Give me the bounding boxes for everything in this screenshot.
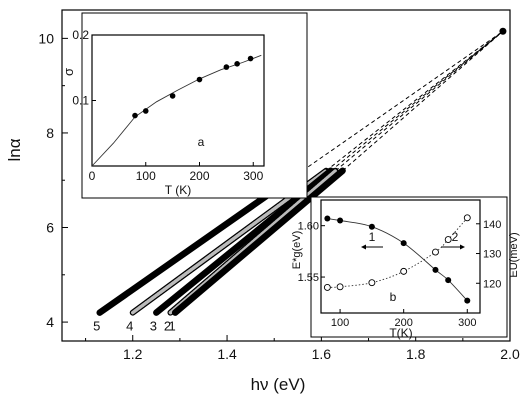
- inset-a: 0 100 200 300 0.1 0.2 a T (K) σ: [61, 12, 308, 199]
- main-series-1-label: 1: [169, 319, 176, 334]
- inset-b-series-2-label: 2: [452, 230, 459, 244]
- inset-a-point: [142, 108, 149, 114]
- inset-a-panel-label: a: [198, 135, 205, 149]
- inset-a-point: [223, 64, 230, 70]
- main-x-tick-label: 1.8: [406, 346, 426, 362]
- inset-a-x-ticks: 0 100 200 300: [89, 162, 264, 183]
- inset-a-point: [234, 61, 240, 67]
- inset-b-y2-axis-label: EU(meV): [508, 232, 520, 277]
- inset-b-series-1-point: [445, 277, 452, 284]
- inset-a-point: [169, 93, 176, 99]
- inset-a-y-tick-label: 0.2: [72, 28, 89, 42]
- inset-b-series-2-point: [432, 248, 439, 256]
- main-plot-frame: [61, 9, 511, 342]
- inset-a-y-tick-label: 0.1: [72, 94, 89, 108]
- main-x-tick-label: 1.6: [312, 346, 332, 362]
- inset-b-series-1-point: [368, 223, 375, 230]
- inset-b-x-ticks: 100 200 300: [331, 309, 476, 329]
- inset-a-x-tick-label: 0: [89, 169, 96, 183]
- main-x-axis-label: hν (eV): [251, 375, 306, 394]
- inset-b-series-1-point: [464, 297, 471, 304]
- inset-b-x-tick-label: 100: [331, 317, 349, 329]
- main-y-ticks: 4 6 8 10: [38, 30, 68, 330]
- inset-b-series-2-point: [463, 214, 471, 222]
- main-series-3-extrapolation: [330, 30, 504, 172]
- inset-a-box: [81, 12, 308, 199]
- main-x-tick-label: 1.2: [123, 346, 143, 362]
- inset-b-series-2-point: [444, 236, 452, 244]
- inset-b-x-axis-label: T(K): [389, 326, 412, 340]
- main-y-tick-label: 10: [38, 30, 54, 46]
- main-x-ticks: 1.2 1.4 1.6 1.8 2.0: [85, 335, 520, 362]
- inset-b-series-1-point: [324, 215, 331, 222]
- main-x-tick-label: 2.0: [500, 346, 520, 362]
- inset-a-points: [132, 55, 254, 119]
- main-series-5-extrapolation: [302, 30, 504, 172]
- main-y-tick-label: 4: [46, 314, 54, 330]
- inset-b-panel-label: b: [390, 290, 397, 304]
- inset-b-series-1-point: [432, 266, 439, 273]
- inset-b-y-axis-label: E*g(eV): [291, 231, 303, 270]
- main-series-3-label: 3: [150, 319, 157, 334]
- inset-a-x-tick-label: 200: [189, 169, 209, 183]
- main-series-2-line-fill: [168, 169, 338, 315]
- inset-b-series-2-point: [336, 283, 344, 291]
- inset-b-points: [323, 214, 471, 304]
- main-convergence-point: [499, 27, 507, 35]
- inset-b-y-tick-label: 1.55: [298, 272, 319, 284]
- inset-b-series-1-point: [400, 240, 407, 247]
- inset-b-y-tick-label: 1.60: [298, 221, 319, 233]
- inset-b-series-2-point: [400, 267, 408, 275]
- main-series-1-line: [171, 167, 346, 316]
- inset-b-x-tick-label: 200: [395, 317, 413, 329]
- main-series-2-label: 2: [164, 319, 171, 334]
- inset-b-x-tick-label: 300: [458, 317, 476, 329]
- inset-b-plot-frame: [320, 199, 481, 314]
- inset-b-series-1-point: [337, 217, 344, 224]
- main-series-labels: 5 4 3 21: [93, 319, 176, 334]
- main-series-2-extrapolation: [335, 30, 504, 172]
- inset-b-series-2-point: [368, 279, 376, 287]
- inset-b-box: [310, 196, 508, 338]
- main-y-tick-label: 6: [46, 220, 54, 236]
- inset-b-series-2-point: [323, 283, 331, 291]
- inset-b-arrow-right-head: [460, 244, 465, 250]
- main-y-tick-label: 8: [46, 125, 54, 141]
- inset-a-point: [196, 76, 203, 83]
- inset-b-y-ticks: 1.55 1.60: [298, 221, 325, 284]
- main-series-4-extrapolation: [325, 30, 504, 172]
- inset-b-y2-ticks: 120 130 140: [476, 219, 501, 290]
- main-series-1-extrapolation: [342, 30, 504, 172]
- inset-a-point: [132, 112, 138, 119]
- inset-b-arrow-left-head: [361, 244, 366, 250]
- main-series-5-label: 5: [93, 319, 100, 334]
- inset-b-y2-tick-label: 130: [483, 249, 501, 261]
- main-y-axis-label: lnα: [5, 138, 24, 161]
- main-x-tick-label: 1.4: [217, 346, 237, 362]
- inset-a-point: [247, 55, 254, 62]
- main-series-4-label: 4: [126, 319, 133, 334]
- inset-b-series-1-label: 1: [369, 230, 376, 244]
- inset-b-y2-tick-label: 140: [483, 219, 501, 231]
- main-dashed-extrapolations: [302, 27, 507, 172]
- inset-b-y2-tick-label: 120: [483, 278, 501, 290]
- inset-a-y-ticks: 0.1 0.2: [72, 28, 96, 108]
- inset-a-x-axis-label: T (K): [165, 183, 191, 197]
- inset-a-x-tick-label: 300: [243, 169, 263, 183]
- inset-a-y-axis-label: σ: [61, 68, 76, 76]
- inset-a-x-tick-label: 100: [136, 169, 156, 183]
